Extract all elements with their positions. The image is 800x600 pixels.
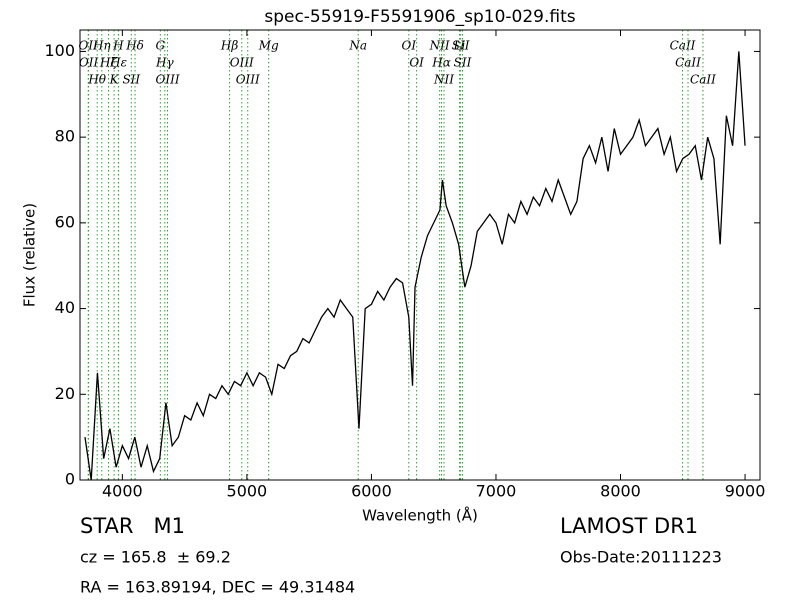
spectral-line-label: Hθ bbox=[87, 73, 106, 87]
spectral-line-label: OII bbox=[79, 56, 99, 70]
y-axis-label: Flux (relative) bbox=[21, 203, 39, 307]
spectral-line-label: Hδ bbox=[125, 39, 144, 53]
chart-title: spec-55919-F5591906_sp10-029.fits bbox=[264, 7, 575, 27]
plot-frame bbox=[79, 29, 761, 481]
x-tick-label: 5000 bbox=[227, 482, 268, 501]
x-tick-label: 7000 bbox=[476, 482, 517, 501]
spectral-line-label: Hα bbox=[431, 56, 451, 70]
spectral-line-label: OIII bbox=[236, 73, 260, 87]
y-tick-label: 80 bbox=[55, 127, 75, 146]
y-tick-label: 60 bbox=[55, 212, 75, 231]
spectral-line-label: Hγ bbox=[155, 56, 174, 70]
coordinates: RA = 163.89194, DEC = 49.31484 bbox=[80, 578, 355, 597]
spectral-line-label: SII bbox=[122, 73, 140, 87]
obs-date: Obs-Date:20111223 bbox=[560, 548, 722, 567]
object-class: STAR M1 bbox=[80, 514, 185, 538]
survey: LAMOST DR1 bbox=[560, 514, 698, 538]
spectral-line-label: Hε bbox=[109, 56, 127, 70]
spectral-line-label: OI bbox=[409, 56, 424, 70]
x-tick-label: 8000 bbox=[600, 482, 641, 501]
redshift: cz = 165.8 ± 69.2 bbox=[80, 548, 231, 567]
spectral-line-label: Mg bbox=[258, 39, 279, 53]
spectral-line-label: OIII bbox=[156, 73, 180, 87]
spectrum-line bbox=[84, 51, 746, 481]
spectral-line-label: Hβ bbox=[220, 39, 238, 53]
spectral-line-label: G bbox=[156, 39, 166, 53]
spectral-line-label: SII bbox=[454, 56, 472, 70]
y-tick-label: 100 bbox=[44, 41, 75, 60]
spectral-line-label: NII bbox=[429, 39, 450, 53]
y-tick-label: 20 bbox=[55, 384, 75, 403]
x-tick-label: 4000 bbox=[102, 482, 143, 501]
y-tick-label: 40 bbox=[55, 298, 75, 317]
spectral-line-label: CaII bbox=[690, 73, 716, 87]
spectral-line-label: H bbox=[112, 39, 124, 53]
spectral-line-label: OII bbox=[79, 39, 99, 53]
spectral-line-label: NII bbox=[433, 73, 454, 87]
spectral-line-label: Na bbox=[348, 39, 367, 53]
x-axis-label: Wavelength (Å) bbox=[362, 506, 478, 525]
spectral-line-label: CaII bbox=[675, 56, 701, 70]
x-tick-label: 9000 bbox=[725, 482, 766, 501]
spectral-line-label: OIII bbox=[230, 56, 254, 70]
x-tick-label: 6000 bbox=[351, 482, 392, 501]
spectral-line-label: SII bbox=[452, 39, 470, 53]
spectral-line-label: Hη bbox=[92, 39, 111, 53]
spectral-line-label: OI bbox=[402, 39, 417, 53]
y-tick-label: 0 bbox=[65, 470, 75, 489]
spectral-line-label: K bbox=[109, 73, 120, 87]
spectral-line-label: CaII bbox=[670, 39, 696, 53]
